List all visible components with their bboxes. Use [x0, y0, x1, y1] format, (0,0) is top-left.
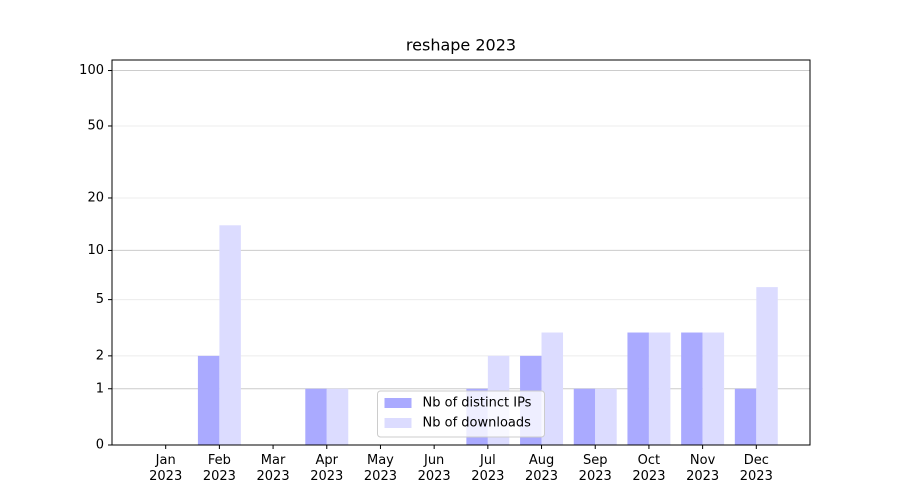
bar	[219, 225, 241, 445]
bar	[541, 332, 564, 445]
x-tick-label: May 2023	[363, 453, 397, 484]
x-tick-label: Mar 2023	[256, 453, 290, 484]
bar	[305, 388, 327, 445]
bar	[756, 287, 778, 445]
legend-box	[377, 390, 545, 438]
bar	[326, 388, 349, 445]
y-tick-label: 50	[87, 118, 104, 133]
legend-swatch	[384, 418, 412, 428]
x-tick-label: Nov 2023	[686, 453, 720, 484]
bar	[702, 332, 725, 445]
y-tick-label: 20	[87, 190, 104, 205]
x-tick-label: Feb 2023	[202, 453, 236, 484]
x-tick-label: Jan 2023	[149, 453, 183, 484]
bar	[648, 332, 671, 445]
y-tick-label: 5	[96, 292, 104, 307]
x-tick-label: Sep 2023	[578, 453, 612, 484]
bar	[595, 388, 617, 445]
legend-swatch	[384, 398, 412, 408]
y-tick-label: 10	[87, 243, 104, 258]
x-tick-label: Aug 2023	[524, 453, 559, 484]
y-tick-label: 1	[96, 381, 104, 396]
legend-label: Nb of distinct IPs	[423, 396, 532, 411]
x-tick-label: Oct 2023	[632, 453, 666, 484]
y-tick-label: 2	[96, 348, 104, 363]
x-tick-label: Jun 2023	[417, 453, 451, 484]
x-tick-label: Dec 2023	[739, 453, 773, 484]
legend: Nb of distinct IPs Nb of downloads	[377, 390, 545, 438]
y-tick-label: 100	[79, 63, 104, 78]
plot-frame	[111, 59, 811, 446]
bar	[197, 355, 220, 445]
bar	[627, 332, 649, 445]
bar	[573, 388, 596, 445]
bar	[734, 388, 757, 445]
y-tick-label: 0	[96, 438, 104, 453]
chart-title: reshape 2023	[406, 36, 516, 55]
bar	[681, 332, 703, 445]
x-tick-label: Apr 2023	[310, 453, 344, 484]
x-tick-label: Jul 2023	[471, 453, 505, 484]
legend-label: Nb of downloads	[423, 416, 532, 431]
